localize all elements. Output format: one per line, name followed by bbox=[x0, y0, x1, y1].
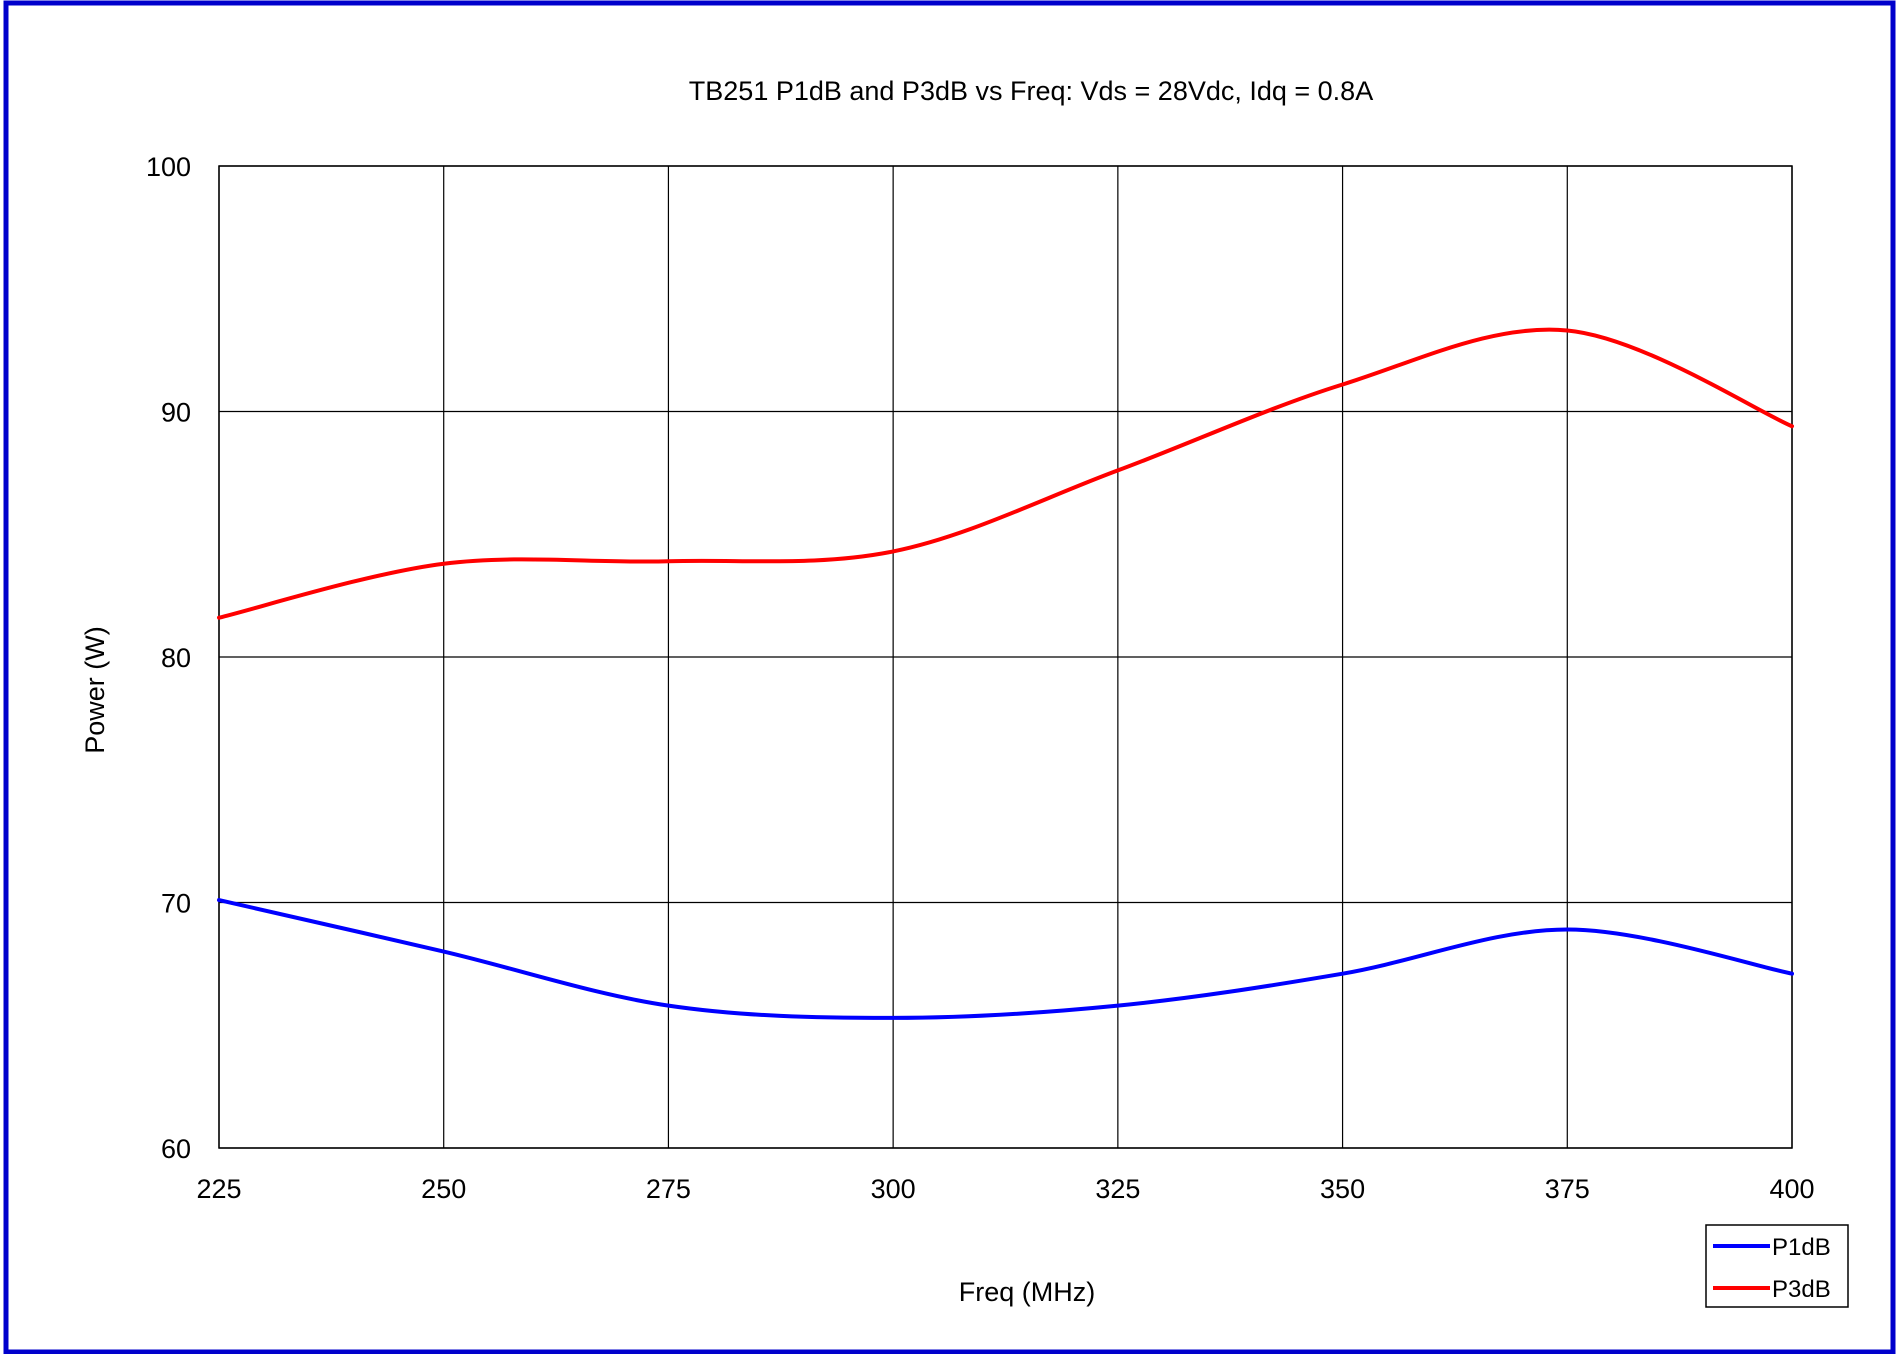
legend-label-p3db: P3dB bbox=[1772, 1276, 1831, 1303]
series-line-p3db bbox=[217, 327, 1794, 620]
x-tick-label: 350 bbox=[1320, 1174, 1365, 1204]
grid bbox=[218, 165, 1793, 1149]
y-axis-title: Power (W) bbox=[80, 626, 110, 754]
x-tick-label: 250 bbox=[421, 1174, 466, 1204]
legend-box bbox=[1705, 1224, 1849, 1308]
series-layer bbox=[217, 327, 1794, 1020]
y-tick-label: 60 bbox=[161, 1134, 191, 1164]
y-tick-label: 80 bbox=[161, 643, 191, 673]
y-tick-label: 90 bbox=[161, 398, 191, 428]
x-tick-label: 375 bbox=[1545, 1174, 1590, 1204]
y-tick-label: 100 bbox=[146, 152, 191, 182]
chart-title: TB251 P1dB and P3dB vs Freq: Vds = 28Vdc… bbox=[689, 76, 1373, 106]
series-line-p1db bbox=[217, 898, 1794, 1020]
x-tick-label: 225 bbox=[196, 1174, 241, 1204]
page-border bbox=[3, 0, 1896, 1354]
x-axis-ticks: 225 250 275 300 325 350 375 400 bbox=[196, 1174, 1814, 1204]
y-axis-ticks: 60 70 80 90 100 bbox=[146, 152, 191, 1164]
y-tick-label: 70 bbox=[161, 889, 191, 919]
legend-label-p1db: P1dB bbox=[1772, 1234, 1831, 1261]
x-tick-label: 300 bbox=[871, 1174, 916, 1204]
x-tick-label: 400 bbox=[1769, 1174, 1814, 1204]
legend: P1dB P3dB bbox=[1705, 1224, 1849, 1308]
x-tick-label: 325 bbox=[1095, 1174, 1140, 1204]
x-tick-label: 275 bbox=[646, 1174, 691, 1204]
x-axis-title: Freq (MHz) bbox=[959, 1277, 1096, 1307]
